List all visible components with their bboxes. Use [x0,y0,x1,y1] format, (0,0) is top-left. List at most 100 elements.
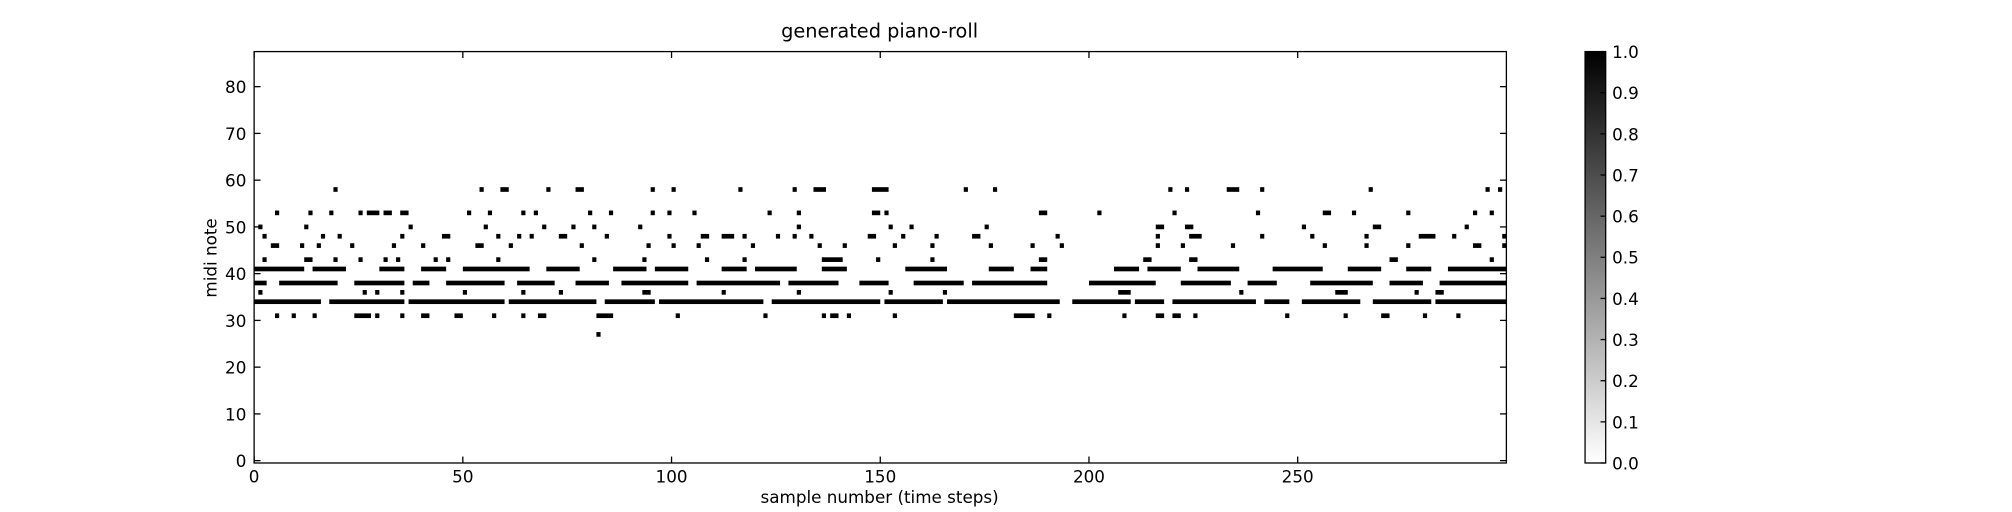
note-cell [1038,210,1048,216]
note-cell [692,210,697,216]
note-cell [1414,290,1419,295]
note-cell [1322,210,1332,216]
note-cell [646,243,651,248]
y-tick-label: 30 [225,311,246,331]
note-cell [1285,313,1290,319]
note-cell [375,313,380,319]
note-cell [796,290,801,295]
note-cell [871,210,881,216]
note-cell [312,266,346,272]
note-cell [304,224,309,230]
note-cell [876,257,881,262]
x-tick-label: 200 [1073,466,1105,486]
note-cell [1255,210,1261,216]
note-cell [1260,233,1265,239]
note-cell [1310,280,1373,286]
note-cell [1439,280,1507,286]
note-cell [884,210,889,216]
note-cell [1114,266,1140,272]
note-cell [400,290,405,295]
note-cell [254,280,267,286]
note-cell [592,224,597,230]
note-cell [1134,299,1165,305]
note-cell [821,266,847,272]
note-cell [704,257,710,262]
note-cell [1435,290,1444,295]
note-cell [579,243,584,248]
note-cell [604,299,655,305]
note-cell [1343,313,1348,319]
note-cell [316,243,321,248]
note-cell [1072,299,1131,305]
note-cell [1260,187,1265,192]
note-cell [659,299,764,305]
y-tick-label: 40 [225,264,246,284]
note-cell [1030,266,1048,272]
colorbar-tick-label: 0.6 [1612,207,1639,227]
note-cell [742,233,747,239]
note-cell [1372,299,1432,305]
note-cell [930,243,935,248]
note-cell [312,313,317,319]
note-cell [830,313,839,319]
note-cell [533,210,538,216]
note-cell [537,313,547,319]
note-cell [333,187,338,192]
note-cell [1055,233,1060,239]
note-cell [696,243,701,248]
colorbar-tick-label: 0.3 [1612,330,1639,350]
y-tick-label: 0 [236,451,247,471]
note-cell [988,243,993,248]
note-cell [650,187,655,192]
note-cell [1389,280,1423,286]
colorbar-tick-label: 0.5 [1612,248,1639,268]
note-cell [517,280,555,286]
note-cell [604,233,609,239]
colorbar-tick-label: 0.7 [1612,165,1639,185]
note-cell [300,243,305,248]
note-cell [1381,313,1390,319]
note-cell [888,224,893,230]
note-cell [1097,210,1102,216]
y-tick-label: 50 [225,217,246,237]
note-cell [270,243,280,248]
note-cell [421,243,426,248]
note-cell [613,266,647,272]
note-cell [358,210,363,216]
note-cell [871,187,889,192]
note-cell [1247,280,1277,286]
chart-title: generated piano-roll [781,19,978,42]
note-cell [1172,313,1181,319]
note-cell [642,290,651,295]
note-cell [1502,243,1507,248]
note-cell [947,299,1060,305]
note-cell [546,187,551,192]
note-cell [638,224,643,230]
y-tick-label: 60 [225,171,246,191]
note-cell [859,280,889,286]
note-cell [817,243,822,248]
y-tick-label: 80 [225,77,246,97]
note-cell [671,243,676,248]
note-cell [767,210,772,216]
note-cell [1118,290,1131,295]
note-cell [467,210,472,216]
x-tick-label: 50 [452,466,473,486]
note-cell [1059,243,1064,248]
note-cell [813,187,826,192]
note-cell [483,224,488,230]
colorbar-tick-label: 1.0 [1612,42,1639,62]
note-cell [542,224,547,230]
note-cell [279,280,338,286]
note-cell [1489,257,1494,262]
note-cell [383,210,392,216]
note-cell [462,290,468,295]
note-cell [1452,233,1457,239]
note-cell [755,266,797,272]
note-cell [1364,243,1369,248]
note-cell [972,280,1048,286]
colorbar-tick-label: 0.2 [1612,371,1639,391]
note-cell [821,313,826,319]
note-cell [942,290,948,295]
